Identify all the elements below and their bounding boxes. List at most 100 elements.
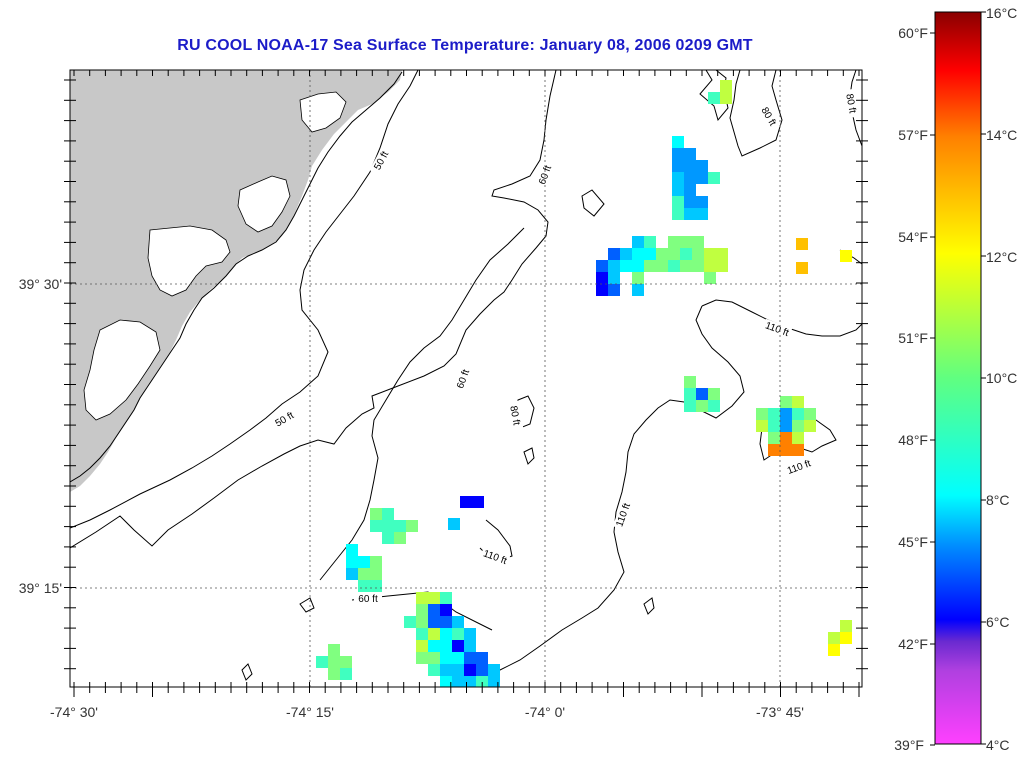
sst-pixel xyxy=(716,260,728,272)
sst-pixel xyxy=(370,508,382,520)
sst-pixel xyxy=(704,272,716,284)
sst-pixel xyxy=(756,408,768,420)
sst-pixel xyxy=(708,388,720,400)
sst-pixel xyxy=(358,580,370,592)
sst-pixel xyxy=(488,664,500,676)
sst-pixel xyxy=(684,388,696,400)
sst-pixel xyxy=(346,544,358,556)
sst-pixel xyxy=(792,432,804,444)
sst-pixel xyxy=(476,652,488,664)
sst-pixel xyxy=(464,628,476,640)
sst-pixel xyxy=(428,640,440,652)
sst-pixel xyxy=(704,248,716,260)
contour-label: 110 ft xyxy=(614,502,633,529)
chart-title: RU COOL NOAA-17 Sea Surface Temperature:… xyxy=(177,37,753,54)
sst-pixel xyxy=(692,236,704,248)
sst-pixel xyxy=(720,92,732,104)
bay-area xyxy=(299,91,347,133)
sst-pixel xyxy=(696,400,708,412)
sst-pixel xyxy=(804,408,816,420)
sst-pixel xyxy=(440,640,452,652)
sst-pixel xyxy=(684,196,696,208)
sst-pixel xyxy=(472,496,484,508)
sst-pixel xyxy=(464,652,476,664)
x-tick-label: -74° 15' xyxy=(286,704,334,720)
sst-pixel-layer xyxy=(316,80,852,687)
sst-pixel xyxy=(608,260,620,272)
colorbar-c-label: 8°C xyxy=(986,492,1010,508)
sst-pixel xyxy=(768,444,780,456)
sst-pixel xyxy=(608,284,620,296)
colorbar-f-label: 39°F xyxy=(894,737,924,753)
sst-pixel xyxy=(780,408,792,420)
contour-label: 110 ft xyxy=(482,548,509,567)
sst-pixel xyxy=(708,172,720,184)
sst-pixel xyxy=(452,676,464,687)
sst-pixel xyxy=(644,260,656,272)
sst-pixel xyxy=(768,408,780,420)
sst-pixel xyxy=(680,260,692,272)
sst-pixel xyxy=(692,260,704,272)
sst-pixel xyxy=(768,432,780,444)
sst-pixel xyxy=(840,632,852,644)
sst-pixel xyxy=(696,172,708,184)
sst-pixel xyxy=(340,668,352,680)
sst-pixel xyxy=(370,520,382,532)
sst-pixel xyxy=(358,568,370,580)
sst-pixel xyxy=(684,160,696,172)
sst-pixel xyxy=(382,532,394,544)
sst-pixel xyxy=(696,388,708,400)
sst-pixel xyxy=(448,518,460,530)
colorbar-f-label: 42°F xyxy=(898,636,928,652)
sst-pixel xyxy=(416,652,428,664)
sst-pixel xyxy=(716,248,728,260)
sst-pixel xyxy=(672,184,684,196)
sst-pixel xyxy=(416,592,428,604)
sst-pixel xyxy=(440,604,452,616)
colorbar-f-label: 54°F xyxy=(898,229,928,245)
contour-label: 60 ft xyxy=(537,164,554,186)
sst-pixel xyxy=(656,248,668,260)
colorbar-f-label: 48°F xyxy=(898,432,928,448)
sst-pixel xyxy=(416,628,428,640)
sst-pixel xyxy=(440,664,452,676)
sst-pixel xyxy=(632,260,644,272)
sst-pixel xyxy=(440,676,452,687)
land-mass xyxy=(70,70,402,492)
sst-pixel xyxy=(680,248,692,260)
gridlines xyxy=(70,70,862,687)
sst-pixel xyxy=(328,656,340,668)
sst-pixel xyxy=(668,236,680,248)
sst-pixel xyxy=(452,664,464,676)
contour-label: 110 ft xyxy=(786,458,813,477)
sst-pixel xyxy=(452,652,464,664)
sst-pixel xyxy=(632,236,644,248)
sst-pixel xyxy=(440,616,452,628)
contour-label: 60 ft xyxy=(358,594,378,605)
sst-pixel xyxy=(780,432,792,444)
sst-pixel xyxy=(428,616,440,628)
sst-pixel xyxy=(416,604,428,616)
sst-pixel xyxy=(476,664,488,676)
x-tick-label: -73° 45' xyxy=(756,704,804,720)
sst-pixel xyxy=(394,532,406,544)
sst-pixel xyxy=(792,444,804,456)
sst-pixel xyxy=(464,664,476,676)
sst-pixel xyxy=(346,556,358,568)
sst-pixel xyxy=(464,676,476,687)
sst-pixel xyxy=(340,656,352,668)
sst-pixel xyxy=(428,592,440,604)
sst-pixel xyxy=(428,604,440,616)
sst-pixel xyxy=(840,620,852,632)
sst-pixel xyxy=(768,420,780,432)
sst-pixel xyxy=(656,260,668,272)
sst-pixel xyxy=(804,420,816,432)
sst-pixel xyxy=(708,400,720,412)
sst-pixel xyxy=(672,160,684,172)
colorbar-f-label: 45°F xyxy=(898,534,928,550)
colorbar-c-label: 4°C xyxy=(986,737,1010,753)
sst-pixel xyxy=(684,172,696,184)
sst-pixel xyxy=(684,208,696,220)
sst-pixel xyxy=(428,628,440,640)
